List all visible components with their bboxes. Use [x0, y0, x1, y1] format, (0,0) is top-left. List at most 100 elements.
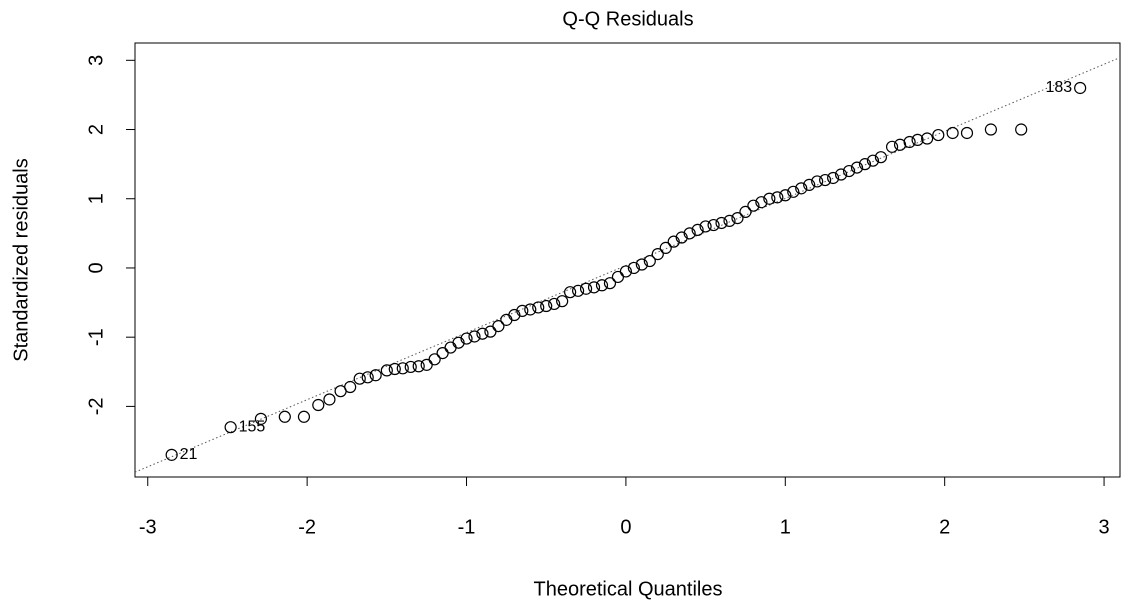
point [571, 284, 585, 297]
point [412, 360, 425, 373]
point [579, 282, 593, 295]
point [651, 248, 664, 261]
point [548, 297, 561, 311]
point [420, 358, 433, 371]
point [723, 214, 736, 227]
point [960, 126, 974, 140]
x-tick-label: 1 [780, 516, 791, 538]
point [508, 308, 521, 322]
reference-line [135, 57, 1120, 473]
point [787, 185, 800, 198]
x-tick-label: 0 [620, 516, 631, 538]
point [436, 346, 449, 360]
point [707, 218, 720, 232]
point [532, 301, 545, 314]
point [500, 313, 513, 326]
chart-title: Q-Q Residuals [562, 8, 693, 30]
point [903, 135, 916, 149]
x-tick-label: 2 [939, 516, 950, 538]
x-axis-label: Theoretical Quantiles [534, 578, 723, 600]
point [388, 362, 401, 376]
point [932, 128, 945, 142]
point [691, 223, 704, 236]
point [540, 299, 553, 313]
point [460, 332, 473, 345]
point [452, 336, 465, 349]
point [771, 191, 784, 204]
point [659, 241, 672, 254]
y-tick-label: -1 [85, 328, 107, 346]
point [361, 371, 374, 384]
point [323, 393, 336, 406]
x-tick-label: -3 [139, 516, 157, 538]
point-label: 155 [239, 418, 266, 435]
point [874, 151, 888, 164]
point [811, 175, 824, 188]
point [885, 140, 899, 153]
x-tick-label: -2 [298, 516, 316, 538]
point [731, 212, 744, 225]
point [1074, 81, 1087, 95]
point [564, 286, 577, 299]
point [428, 353, 441, 366]
x-tick-label: -1 [458, 516, 476, 538]
point [344, 380, 357, 394]
point [468, 330, 481, 343]
point [254, 412, 268, 425]
point [444, 341, 457, 354]
point [619, 265, 633, 278]
point [921, 132, 934, 145]
y-tick-label: 0 [85, 262, 107, 273]
point [369, 369, 382, 382]
point [643, 254, 656, 268]
y-tick-label: -2 [85, 397, 107, 415]
point [755, 196, 768, 209]
point [911, 133, 924, 147]
point [850, 161, 864, 174]
point [484, 325, 497, 338]
point [834, 168, 848, 181]
point [396, 362, 409, 375]
point [312, 398, 325, 412]
point [795, 182, 808, 195]
point [380, 364, 393, 377]
point [353, 372, 366, 385]
point [627, 261, 640, 275]
point [556, 295, 569, 308]
y-axis-label: Standardized residuals [10, 158, 32, 361]
point [587, 281, 601, 294]
point-label: 183 [1045, 79, 1072, 96]
point [866, 154, 880, 167]
point [675, 231, 688, 244]
point [595, 279, 609, 292]
point [715, 216, 728, 230]
point [516, 304, 529, 317]
point [946, 126, 959, 140]
point [984, 123, 997, 136]
y-tick-label: 3 [85, 55, 107, 66]
point [404, 360, 417, 374]
point [827, 171, 840, 185]
point [803, 178, 816, 191]
point [476, 327, 489, 340]
point [611, 270, 625, 284]
point [739, 205, 752, 218]
point [1015, 123, 1028, 136]
point [842, 164, 856, 178]
point [297, 410, 311, 423]
point [635, 258, 648, 271]
point [524, 303, 537, 316]
point [165, 448, 178, 461]
point [492, 320, 505, 333]
point [667, 235, 680, 248]
y-tick-label: 1 [85, 193, 107, 204]
point [699, 220, 712, 233]
point [819, 173, 832, 187]
point-label: 21 [180, 446, 198, 463]
point [763, 192, 776, 205]
y-tick-label: 2 [85, 124, 107, 135]
x-tick-label: 3 [1098, 516, 1109, 538]
point [683, 227, 696, 240]
point [603, 277, 617, 290]
